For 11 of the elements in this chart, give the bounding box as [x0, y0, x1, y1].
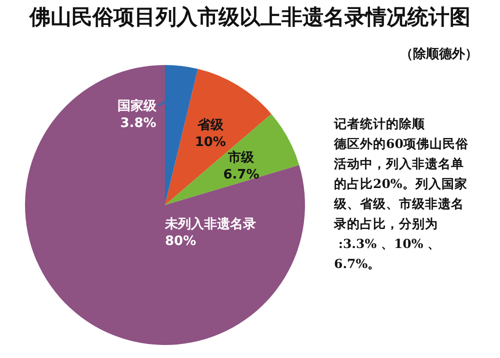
data-label: 10%: [194, 135, 226, 150]
data-label: 6.7%: [223, 167, 260, 182]
text: （除顺德外）: [400, 47, 478, 62]
slice-label: 市级: [227, 149, 256, 166]
text: 记者统计的除顺德区外的60项佛山民俗活动中，列入非遗名单的占比20%。列入国家级、省级、市级非遗名录的占比，分别为 :3.3% 、10% 、6.7%。: [333, 116, 470, 271]
data-label: 3.8%: [120, 116, 156, 131]
data-label: 80%: [165, 234, 196, 249]
chart-title: 佛山民俗项目列入市级以上非遗名录情况统计图: [28, 5, 470, 29]
slice-label: 省级: [196, 118, 224, 134]
legend-label: 国家级: [117, 98, 158, 114]
slice-label: 未列入非遗名录: [164, 216, 256, 232]
